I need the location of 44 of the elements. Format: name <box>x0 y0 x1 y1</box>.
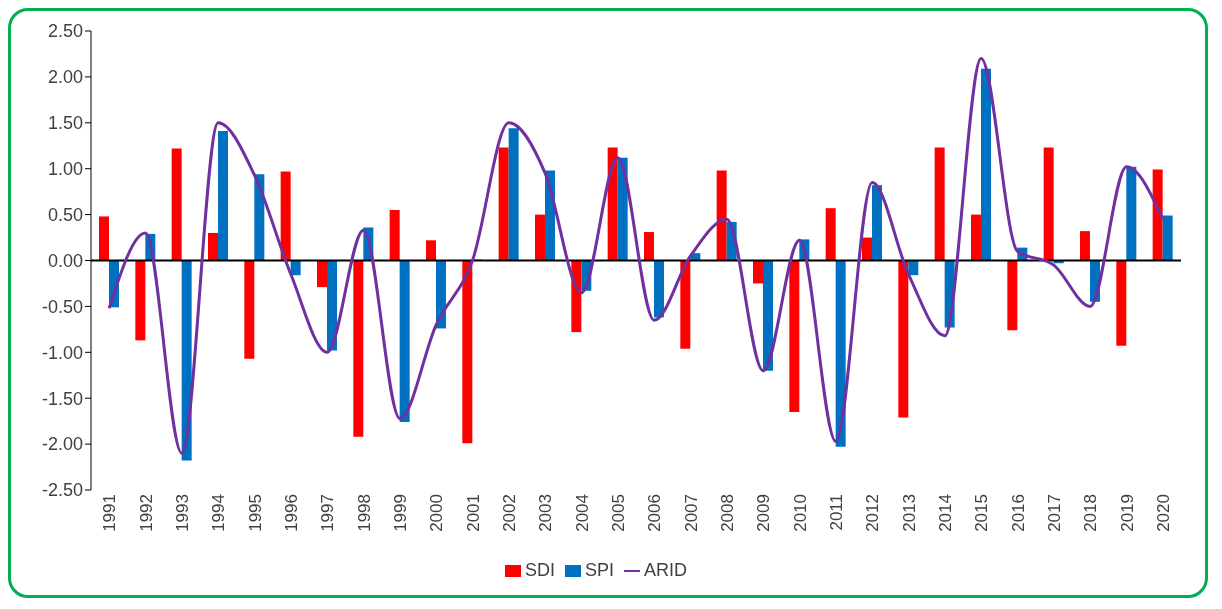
x-tick-label: 2017 <box>1044 494 1064 532</box>
x-tick-label: 2014 <box>935 494 955 532</box>
y-tick-label: 0.00 <box>47 250 83 271</box>
x-tick-label: 2001 <box>463 494 483 532</box>
y-tick-label: 0.50 <box>47 204 83 225</box>
x-tick-label: 2005 <box>608 494 628 532</box>
y-tick-label: -2.00 <box>41 434 83 455</box>
x-tick-label: 1996 <box>281 494 301 532</box>
x-tick-label: 1993 <box>172 494 192 532</box>
y-tick-label: -1.50 <box>41 388 83 409</box>
x-tick-label: 1997 <box>318 494 338 532</box>
x-tick-label: 2018 <box>1081 494 1101 532</box>
x-tick-label: 2007 <box>681 494 701 532</box>
x-tick-label: 2015 <box>972 494 992 532</box>
x-tick-label: 1995 <box>245 494 265 532</box>
x-tick-label: 1998 <box>354 494 374 532</box>
x-tick-label: 2009 <box>754 494 774 532</box>
x-tick-label: 2000 <box>427 494 447 532</box>
x-tick-label: 2020 <box>1153 494 1173 532</box>
y-tick-label: 1.50 <box>47 113 83 134</box>
x-tick-label: 2012 <box>863 494 883 532</box>
x-tick-label: 2004 <box>572 494 592 532</box>
y-tick-label: -1.00 <box>41 342 83 363</box>
legend-label: SPI <box>584 560 614 580</box>
x-tick-label: 2019 <box>1117 494 1137 532</box>
legend-label: SDI <box>524 560 555 580</box>
x-tick-label: 2003 <box>536 494 556 532</box>
x-tick-label: 2010 <box>790 494 810 532</box>
x-tick-label: 1994 <box>209 494 229 532</box>
y-tick-label: 2.50 <box>47 21 83 42</box>
x-tick-label: 1992 <box>136 494 156 532</box>
x-tick-label: 2002 <box>499 494 519 532</box>
y-tick-label: 1.00 <box>47 159 83 180</box>
x-tick-label: 2011 <box>826 494 846 531</box>
legend-label: ARID <box>644 560 688 580</box>
x-tick-label: 1999 <box>390 494 410 532</box>
x-tick-label: 2016 <box>1008 494 1028 532</box>
y-tick-label: 2.00 <box>47 67 83 88</box>
x-tick-label: 2008 <box>717 494 737 532</box>
y-tick-label: -2.50 <box>41 480 83 501</box>
x-tick-label: 2013 <box>899 494 919 532</box>
x-tick-label: 1991 <box>100 494 120 532</box>
x-tick-label: 2006 <box>645 494 665 532</box>
y-tick-label: -0.50 <box>41 296 83 317</box>
